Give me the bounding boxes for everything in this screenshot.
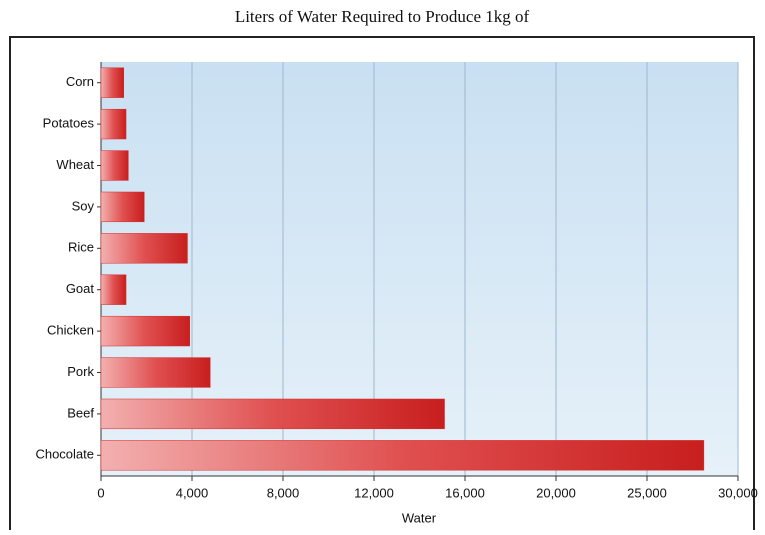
chart: Liters of Water Required to Produce 1kg … xyxy=(0,0,765,530)
y-tick-label: Rice xyxy=(68,240,94,255)
bar xyxy=(101,358,210,388)
x-tick-label: 4,000 xyxy=(176,485,209,500)
x-axis-title: Water xyxy=(402,510,437,525)
chart-title: Liters of Water Required to Produce 1kg … xyxy=(235,7,530,26)
page: {"chart_data": {"type": "hbar", "title":… xyxy=(0,0,765,530)
bar xyxy=(101,151,128,181)
y-tick-label: Pork xyxy=(67,364,94,379)
y-tick-label: Beef xyxy=(67,405,94,420)
x-tick-label: 20,000 xyxy=(536,485,576,500)
y-tick-label: Potatoes xyxy=(43,116,95,131)
x-tick-label: 12,000 xyxy=(354,485,394,500)
x-tick-label: 8,000 xyxy=(267,485,300,500)
bar xyxy=(101,316,190,346)
bar xyxy=(101,440,704,470)
bar xyxy=(101,68,124,98)
y-tick-label: Goat xyxy=(66,281,95,296)
x-tick-label: 0 xyxy=(97,485,104,500)
bar xyxy=(101,275,126,305)
x-tick-label: 16,000 xyxy=(445,485,485,500)
y-tick-label: Corn xyxy=(66,74,94,89)
bar xyxy=(101,192,144,222)
bar xyxy=(101,233,187,263)
y-tick-label: Chocolate xyxy=(35,447,94,462)
x-tick-label: 25,000 xyxy=(627,485,667,500)
bar xyxy=(101,399,445,429)
x-tick-label: 30,000 xyxy=(718,485,758,500)
y-tick-label: Soy xyxy=(72,198,95,213)
y-tick-label: Chicken xyxy=(47,323,94,338)
bar xyxy=(101,109,126,139)
y-tick-label: Wheat xyxy=(56,157,94,172)
